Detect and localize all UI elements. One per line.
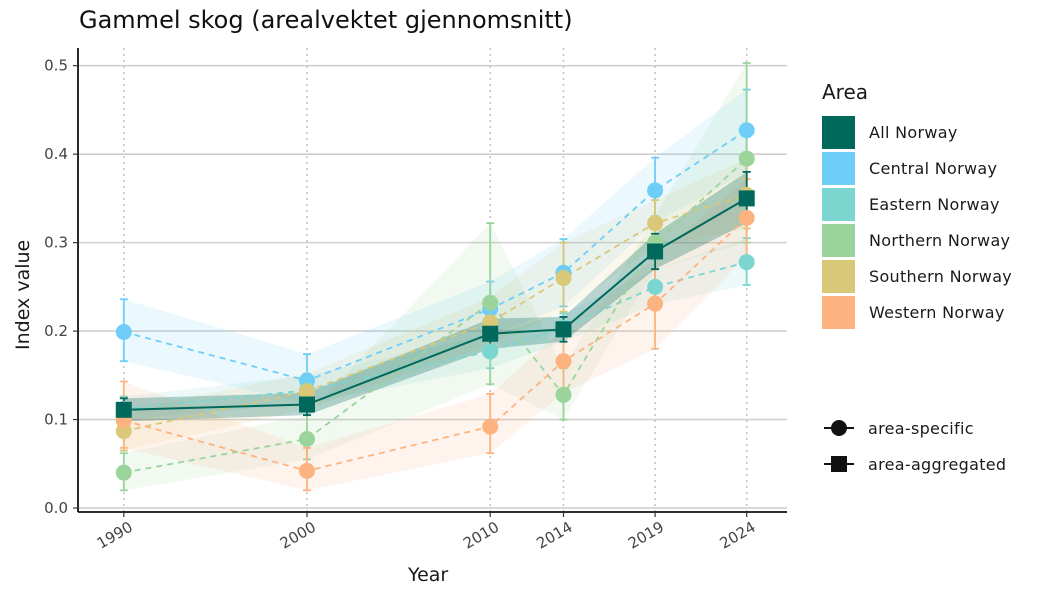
data-point-square	[482, 325, 499, 342]
y-tick-label: 0.2	[44, 322, 68, 340]
y-axis-label: Index value	[12, 239, 34, 350]
legend-label: Southern Norway	[869, 266, 1013, 286]
data-point-circle	[482, 418, 499, 435]
circle-marker-icon	[822, 418, 856, 438]
data-point-square	[738, 190, 755, 207]
series-line	[123, 129, 748, 382]
shape-legend-item-area-aggregated: area-aggregated	[822, 446, 1006, 482]
data-point-circle	[738, 150, 755, 167]
legend-title: Area	[822, 80, 869, 104]
legend-swatch	[822, 115, 855, 149]
legend-swatch	[822, 223, 855, 257]
shape-legend-label: area-specific	[868, 418, 974, 438]
confidence-band	[123, 158, 747, 451]
confidence-band	[123, 89, 747, 404]
data-point-circle	[115, 323, 132, 340]
legend-item-all-norway: All Norway	[822, 114, 1012, 150]
chart-title: Gammel skog (arealvektet gjennomsnitt)	[79, 6, 573, 34]
legend-label: All Norway	[869, 122, 958, 142]
x-tick-label: 2010	[460, 518, 502, 553]
series-line	[123, 193, 747, 432]
data-point-circle	[482, 343, 499, 360]
data-point-circle	[647, 182, 664, 199]
legend-label: Western Norway	[869, 302, 1005, 322]
legend-item-western-norway: Western Norway	[822, 294, 1012, 330]
data-point-circle	[738, 122, 755, 139]
confidence-band	[123, 178, 747, 491]
series-line	[123, 157, 748, 474]
data-point-circle	[299, 462, 316, 479]
data-point-circle	[647, 278, 664, 295]
data-point-circle	[555, 270, 572, 287]
x-tick-label: 2019	[625, 518, 667, 553]
data-point-circle	[738, 254, 755, 271]
data-point-circle	[647, 215, 664, 232]
legend-item-central-norway: Central Norway	[822, 150, 1012, 186]
series-line	[123, 217, 748, 472]
legend-label: Northern Norway	[869, 230, 1011, 250]
data-point-square	[555, 321, 572, 338]
legend-item-southern-norway: Southern Norway	[822, 258, 1012, 294]
legend-swatch	[822, 259, 855, 293]
data-point-circle	[555, 353, 572, 370]
data-point-circle	[647, 295, 664, 312]
series-line	[123, 197, 748, 411]
x-tick-label: 2000	[277, 518, 319, 553]
data-point-circle	[738, 209, 755, 226]
area-legend: Area All Norway Central Norway Eastern N…	[822, 80, 1012, 330]
shape-legend: area-specific area-aggregated	[822, 410, 1006, 482]
data-point-circle	[299, 431, 316, 448]
legend-swatch	[822, 295, 855, 329]
data-point-circle	[555, 386, 572, 403]
square-marker-icon	[822, 454, 856, 474]
legend-item-eastern-norway: Eastern Norway	[822, 186, 1012, 222]
confidence-band	[123, 238, 747, 420]
y-tick-label: 0.4	[44, 145, 68, 163]
y-tick-label: 0.1	[44, 411, 68, 429]
confidence-band	[123, 63, 747, 491]
series-line	[123, 261, 747, 410]
x-tick-label: 1990	[94, 518, 136, 553]
data-point-circle	[115, 464, 132, 481]
y-tick-label: 0.3	[44, 234, 68, 252]
shape-legend-label: area-aggregated	[868, 454, 1007, 474]
x-tick-label: 2014	[533, 518, 575, 553]
data-point-square	[299, 396, 316, 413]
legend-swatch	[822, 151, 855, 185]
x-axis-label: Year	[408, 564, 449, 586]
legend-swatch	[822, 187, 855, 221]
legend-item-northern-norway: Northern Norway	[822, 222, 1012, 258]
data-point-square	[115, 401, 132, 418]
y-tick-label: 0.5	[44, 57, 68, 75]
y-tick-label: 0.0	[44, 499, 68, 517]
x-tick-label: 2024	[717, 518, 759, 553]
legend-label: Central Norway	[869, 158, 998, 178]
shape-legend-item-area-specific: area-specific	[822, 410, 1006, 446]
data-point-circle	[299, 383, 316, 400]
legend-label: Eastern Norway	[869, 194, 1000, 214]
data-point-circle	[482, 294, 499, 311]
data-point-square	[647, 243, 664, 260]
